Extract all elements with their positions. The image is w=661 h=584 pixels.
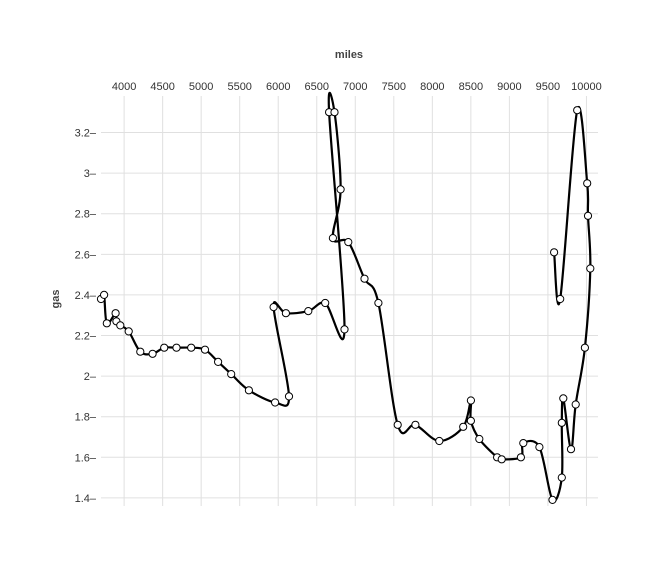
y-axis-ticks: 1.4– 1.6– 1.8– 2– 2.2– 2.4– 2.6– 2.8– 3– 3.2– — [75, 128, 97, 505]
data-point — [269, 303, 278, 312]
data-point — [557, 473, 566, 482]
x-tick-label: 8000 — [420, 81, 444, 93]
x-tick-label: 5500 — [227, 81, 251, 93]
data-point — [360, 274, 369, 283]
x-tick-label: 5000 — [189, 81, 213, 93]
x-axis-title: miles — [335, 49, 363, 61]
data-point — [271, 398, 280, 407]
data-point — [102, 319, 111, 328]
data-point — [466, 416, 475, 425]
data-point — [459, 422, 468, 431]
x-tick-label: 7000 — [343, 81, 367, 93]
data-point — [244, 386, 253, 395]
data-point — [556, 294, 565, 304]
data-point — [227, 370, 236, 379]
horizontal-gridlines — [101, 132, 598, 499]
x-tick-label: 4500 — [150, 81, 174, 93]
y-tick-label: 1.6– — [75, 452, 97, 464]
data-point — [475, 434, 484, 444]
x-tick-label: 10000 — [571, 81, 602, 93]
data-point — [281, 309, 290, 318]
data-point — [111, 309, 120, 318]
data-point — [304, 307, 313, 316]
data-point — [172, 343, 181, 352]
x-tick-label: 9000 — [497, 81, 521, 93]
data-point — [336, 185, 345, 194]
vertical-gridlines — [123, 96, 587, 506]
data-point — [214, 357, 223, 366]
data-point — [321, 298, 330, 308]
x-axis-ticks: 4000 4500 5000 5500 6000 6500 7000 7500 8000 8500… — [112, 81, 602, 93]
data-point — [573, 106, 582, 115]
data-point — [583, 179, 592, 188]
y-tick-label: 2.4– — [75, 290, 97, 302]
data-point — [284, 392, 294, 401]
y-tick-label: 3– — [84, 168, 97, 180]
data-point — [557, 418, 566, 427]
y-tick-label: 1.4– — [75, 493, 97, 505]
data-point — [583, 211, 593, 220]
x-tick-label: 6000 — [266, 81, 290, 93]
data-point — [124, 327, 133, 336]
data-point — [374, 298, 383, 308]
x-tick-label: 4000 — [112, 81, 136, 93]
y-tick-label: 2.2– — [75, 331, 97, 343]
data-point — [435, 436, 444, 446]
x-tick-label: 9500 — [536, 81, 560, 93]
series-line — [99, 91, 592, 503]
y-tick-label: 3.2– — [75, 128, 97, 140]
data-point — [187, 343, 196, 352]
data-point — [411, 420, 420, 429]
data-point — [519, 439, 528, 448]
data-point — [566, 445, 576, 454]
data-point — [344, 238, 353, 247]
data-point — [586, 264, 595, 273]
y-tick-label: 2.8– — [75, 209, 97, 221]
data-point — [100, 290, 109, 299]
y-tick-label: 1.8– — [75, 412, 97, 424]
data-point — [116, 321, 125, 330]
x-tick-label: 8500 — [459, 81, 483, 93]
data-point — [328, 234, 337, 243]
data-point — [559, 394, 568, 403]
data-point — [535, 443, 544, 452]
y-axis-title: gas — [50, 290, 62, 309]
data-point — [497, 455, 506, 464]
data-point — [148, 349, 157, 358]
data-point — [200, 345, 210, 354]
data-point — [393, 420, 402, 429]
y-tick-label: 2– — [84, 371, 97, 383]
data-point — [580, 343, 590, 352]
data-point — [550, 248, 559, 257]
data-point — [466, 396, 475, 405]
x-tick-label: 6500 — [305, 81, 329, 93]
data-point — [330, 108, 339, 117]
series-group — [99, 91, 592, 503]
data-point — [160, 343, 169, 352]
x-tick-label: 7500 — [382, 81, 406, 93]
data-point — [136, 347, 145, 356]
data-point — [516, 453, 526, 462]
data-point — [340, 325, 349, 334]
y-tick-label: 2.6– — [75, 249, 97, 261]
data-point — [571, 400, 580, 409]
data-point — [548, 495, 557, 504]
points-group — [96, 106, 595, 504]
